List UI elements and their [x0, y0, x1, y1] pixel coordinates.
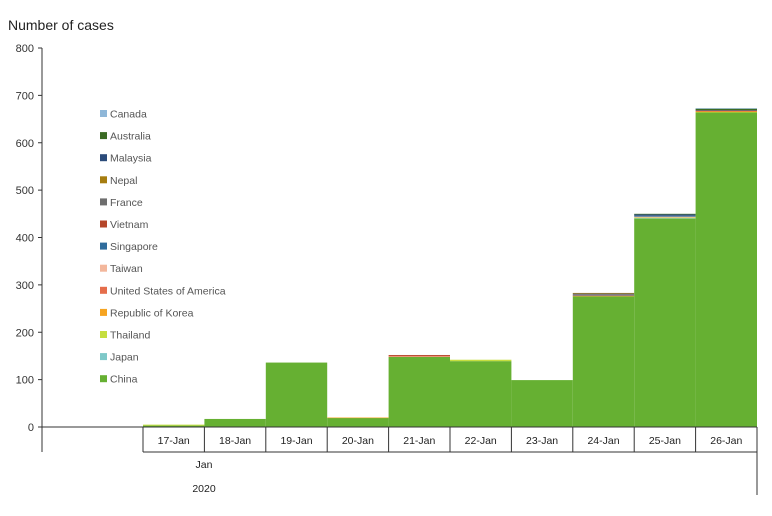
bar-segment-taiwan-25-jan: [634, 216, 696, 218]
bar-segment-japan-25-jan: [634, 218, 696, 219]
x-tick-label: 17-Jan: [158, 435, 190, 447]
legend-label: Canada: [110, 109, 147, 121]
legend-swatch: [100, 176, 107, 184]
bar-segment-united-states-of-america-24-jan: [572, 295, 635, 296]
bars: [143, 108, 757, 428]
y-tick-label: 500: [16, 185, 34, 197]
legend-swatch: [100, 375, 107, 383]
bar-segment-taiwan-21-jan: [388, 355, 450, 357]
x-tick-label: 23-Jan: [526, 435, 558, 447]
bar-segment-thailand-17-jan: [143, 424, 205, 426]
bar-segment-china-22-jan: [450, 361, 512, 427]
bar-segment-china-24-jan: [572, 296, 635, 427]
x-axis-categories: 17-Jan 18-Jan 19-Jan 20-Jan 21-Jan 22-Jan 23-J…: [142, 427, 758, 453]
bar-segment-china-26-jan: [695, 112, 757, 428]
legend-label: Singapore: [110, 241, 158, 253]
bar-segment-thailand-22-jan: [450, 359, 512, 362]
bar-segment-thailand-26-jan: [695, 111, 757, 113]
x-tick-label: 18-Jan: [219, 435, 251, 447]
legend-swatch: [100, 132, 107, 140]
bar-segment-canada-26-jan: [695, 108, 757, 109]
legend-swatch: [100, 331, 107, 338]
bar-segment-thailand-25-jan: [634, 217, 696, 219]
bar-segment-malaysia-25-jan: [634, 214, 696, 216]
legend-label: China: [110, 374, 138, 386]
bar-segment-china-17-jan: [143, 425, 205, 427]
y-tick-label: 600: [16, 138, 34, 150]
bar-segment-malaysia-26-jan: [695, 110, 757, 111]
x-group-year-label: 2020: [192, 483, 216, 495]
bar-segment-republic-of-korea-24-jan: [572, 295, 635, 297]
legend-label: Malaysia: [110, 153, 152, 165]
bar-segment-republic-of-korea-26-jan: [695, 111, 757, 113]
legend-label: Australia: [110, 131, 151, 143]
legend-label: Japan: [110, 352, 139, 364]
y-tick-label: 400: [16, 233, 34, 245]
y-tick-label: 800: [16, 43, 34, 55]
legend-label: Nepal: [110, 175, 137, 187]
legend-swatch: [100, 220, 107, 228]
bar-segment-republic-of-korea-20-jan: [327, 417, 389, 419]
legend-label: United States of America: [110, 285, 226, 297]
bar-segment-united-states-of-america-26-jan: [695, 110, 757, 112]
bar-segment-united-states-of-america-21-jan: [388, 356, 450, 358]
bar-segment-australia-26-jan: [695, 108, 757, 111]
legend-swatch: [100, 198, 107, 206]
bar-segment-singapore-24-jan: [572, 294, 635, 296]
legend-swatch: [100, 154, 107, 162]
x-tick-label: 26-Jan: [710, 435, 742, 447]
legend: Canada Australia Malaysia Nepal France Vietna…: [100, 109, 226, 386]
legend-swatch: [100, 110, 107, 117]
legend-swatch: [100, 353, 107, 361]
chart-title: Number of cases: [8, 17, 114, 33]
bar-segment-china-18-jan: [204, 418, 266, 427]
bar-segment-france-24-jan: [572, 293, 635, 295]
legend-label: Thailand: [110, 330, 150, 342]
axes: [41, 48, 757, 452]
bar-segment-china-25-jan: [634, 218, 696, 427]
legend-label: Vietnam: [110, 219, 149, 231]
bar-segment-nepal-24-jan: [572, 292, 635, 294]
y-tick-label: 300: [16, 280, 34, 292]
y-tick-label: 200: [16, 327, 34, 339]
x-tick-label: 21-Jan: [403, 435, 435, 447]
legend-label: Taiwan: [110, 263, 143, 275]
legend-swatch: [100, 264, 107, 272]
legend-swatch: [100, 286, 107, 294]
bar-segment-singapore-25-jan: [634, 215, 696, 217]
legend-label: Republic of Korea: [110, 307, 194, 319]
bar-segment-china-23-jan: [511, 380, 573, 427]
bar-segment-china-19-jan: [265, 362, 328, 427]
y-tick-label: 700: [16, 90, 34, 102]
x-group-month-label: Jan: [196, 459, 213, 471]
legend-swatch: [100, 308, 107, 316]
bar-segment-australia-25-jan: [634, 213, 696, 215]
x-tick-label: 19-Jan: [280, 435, 312, 447]
y-tick-label: 0: [28, 422, 34, 434]
legend-swatch: [100, 242, 107, 250]
x-tick-label: 20-Jan: [342, 435, 374, 447]
y-tick-label: 100: [16, 375, 34, 387]
x-tick-label: 24-Jan: [587, 435, 619, 447]
bar-segment-china-21-jan: [388, 356, 450, 427]
legend-label: France: [110, 197, 143, 209]
y-axis: 0 100 200 300 400 500 600 700 800: [16, 43, 42, 434]
x-tick-label: 25-Jan: [649, 435, 681, 447]
bar-segment-china-20-jan: [327, 417, 389, 427]
x-tick-label: 22-Jan: [465, 435, 497, 447]
bar-segment-vietnam-21-jan: [388, 354, 450, 356]
